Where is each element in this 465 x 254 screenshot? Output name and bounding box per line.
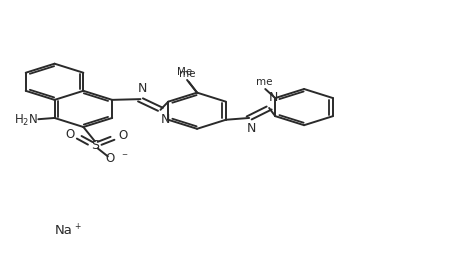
Text: N: N — [269, 91, 279, 104]
Text: me: me — [179, 69, 196, 79]
Text: O: O — [105, 152, 114, 165]
Text: Na: Na — [54, 224, 73, 236]
Text: N: N — [138, 82, 147, 95]
Text: $^+$: $^+$ — [73, 223, 82, 232]
Text: me: me — [256, 76, 272, 87]
Text: N: N — [247, 122, 256, 135]
Text: H$_2$N: H$_2$N — [14, 113, 38, 128]
Text: S: S — [91, 139, 99, 152]
Text: Me: Me — [177, 67, 193, 77]
Text: O: O — [66, 128, 74, 140]
Text: N: N — [160, 113, 170, 126]
Text: $^-$: $^-$ — [120, 153, 129, 163]
Text: O: O — [119, 129, 128, 141]
